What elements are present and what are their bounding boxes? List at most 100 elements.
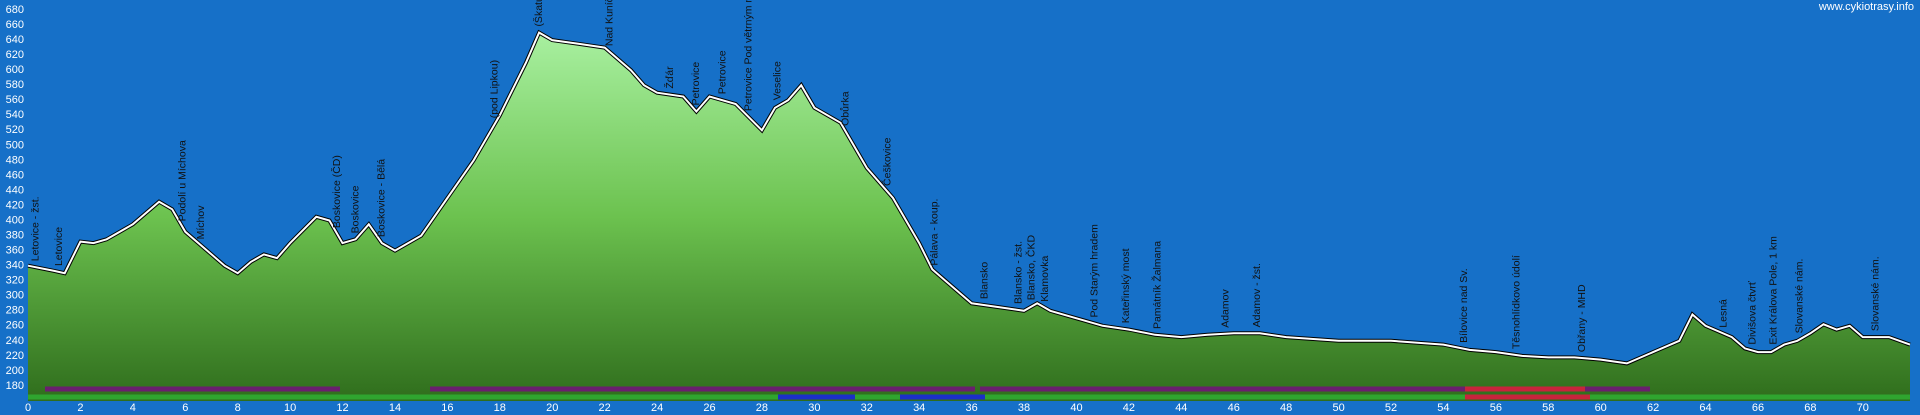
y-tick-label: 200 (6, 365, 24, 377)
y-tick-label: 400 (6, 214, 24, 226)
y-tick-label: 480 (6, 154, 24, 166)
x-tick-label: 16 (441, 402, 453, 414)
place-label: Obřany - MHD (1576, 284, 1588, 352)
y-tick-label: 560 (6, 94, 24, 106)
x-tick-label: 48 (1280, 402, 1292, 414)
y-tick-label: 500 (6, 139, 24, 151)
y-tick-label: 660 (6, 19, 24, 31)
x-tick-label: 58 (1542, 402, 1554, 414)
y-tick-label: 440 (6, 184, 24, 196)
place-label: Klamovka (1039, 255, 1051, 301)
x-tick-label: 2 (77, 402, 83, 414)
place-label: Blansko - žst. (1013, 241, 1025, 304)
place-label: Letovice - žst. (30, 196, 42, 261)
x-tick-label: 20 (546, 402, 558, 414)
place-label: Petrovice Pod větrným mlýnem (743, 0, 755, 111)
x-tick-label: 36 (965, 402, 977, 414)
x-tick-label: 4 (130, 402, 136, 414)
y-tick-label: 260 (6, 320, 24, 332)
x-tick-label: 24 (651, 402, 663, 414)
y-tick-label: 460 (6, 169, 24, 181)
place-label: Boskovice (ČD) (330, 155, 343, 228)
place-label: Míchov (195, 205, 207, 240)
place-label: (pod Lipkou) (488, 60, 500, 118)
place-label: Veselice (771, 61, 783, 100)
place-label: Podolí u Míchova (176, 140, 188, 221)
x-tick-label: 54 (1437, 402, 1449, 414)
plot: 1802002202402602803003203403603804004204… (6, 0, 1911, 414)
y-tick-label: 520 (6, 124, 24, 136)
place-label: Pálava - koup. (929, 199, 941, 266)
place-label: Kateřinský most (1120, 248, 1132, 323)
place-label: Petrovice (690, 62, 702, 106)
x-tick-label: 26 (703, 402, 715, 414)
x-tick-label: 18 (494, 402, 506, 414)
y-tick-label: 620 (6, 49, 24, 61)
place-label: Slovanské nám. (1870, 256, 1882, 331)
x-tick-label: 10 (284, 402, 296, 414)
x-tick-label: 40 (1070, 402, 1082, 414)
x-tick-label: 8 (235, 402, 241, 414)
x-tick-label: 56 (1490, 402, 1502, 414)
x-tick-label: 66 (1752, 402, 1764, 414)
profile-line (27, 31, 1911, 365)
y-tick-label: 640 (6, 34, 24, 46)
x-tick-label: 60 (1595, 402, 1607, 414)
place-label: Obůrka (840, 91, 852, 126)
x-tick-label: 22 (599, 402, 611, 414)
place-label: Blansko (979, 262, 991, 300)
place-label: Památník Žalmana (1151, 241, 1164, 329)
place-label: Blansko, ČKD (1025, 234, 1038, 300)
x-tick-label: 62 (1647, 402, 1659, 414)
place-label: Lesná (1718, 299, 1730, 328)
y-tick-label: 180 (6, 380, 24, 392)
place-label: Těsnohlídkovo údolí (1511, 255, 1523, 349)
y-tick-label: 580 (6, 79, 24, 91)
x-tick-label: 42 (1123, 402, 1135, 414)
x-tick-label: 52 (1385, 402, 1397, 414)
place-label: Pod Starým hradem (1089, 224, 1101, 318)
place-label: Češkovice (881, 137, 894, 186)
x-tick-label: 46 (1228, 402, 1240, 414)
place-label: Boskovice (349, 185, 361, 233)
y-tick-label: 540 (6, 109, 24, 121)
x-tick-label: 28 (756, 402, 768, 414)
x-tick-label: 68 (1804, 402, 1816, 414)
place-label: Nad Kuníčkami (604, 0, 616, 46)
x-tick-label: 30 (808, 402, 820, 414)
x-tick-label: 6 (182, 402, 188, 414)
place-label: (Škatulec) (532, 0, 545, 27)
x-tick-label: 34 (913, 402, 925, 414)
place-label: Petrovice (716, 50, 728, 94)
y-tick-label: 680 (6, 4, 24, 16)
place-label: Exit Králova Pole, 1 km (1767, 236, 1779, 345)
place-label: Adamov - žst. (1251, 263, 1263, 327)
y-tick-label: 420 (6, 199, 24, 211)
x-tick-label: 38 (1018, 402, 1030, 414)
y-tick-label: 220 (6, 350, 24, 362)
watermark: www.cykiotrasy.info (1818, 1, 1914, 13)
x-tick-label: 32 (861, 402, 873, 414)
place-label: Boskovice - Bělá (376, 159, 388, 237)
y-tick-label: 300 (6, 290, 24, 302)
x-tick-label: 14 (389, 402, 401, 414)
y-tick-label: 380 (6, 229, 24, 241)
x-tick-label: 12 (336, 402, 348, 414)
place-label: Slovanské nám. (1794, 259, 1806, 334)
y-tick-label: 320 (6, 275, 24, 287)
place-label: Bílovice nad Sv. (1458, 268, 1470, 343)
x-tick-label: 44 (1175, 402, 1187, 414)
x-tick-label: 50 (1332, 402, 1344, 414)
place-label: Adamov (1220, 289, 1232, 328)
y-tick-label: 240 (6, 335, 24, 347)
y-tick-label: 360 (6, 245, 24, 257)
place-label: Divišova čtvrť (1747, 280, 1759, 345)
y-tick-label: 280 (6, 305, 24, 317)
x-tick-label: 70 (1857, 402, 1869, 414)
y-tick-label: 600 (6, 64, 24, 76)
place-label: Žďár (663, 66, 676, 89)
profile-area (28, 32, 1910, 401)
y-tick-label: 340 (6, 260, 24, 272)
x-tick-label: 64 (1699, 402, 1711, 414)
